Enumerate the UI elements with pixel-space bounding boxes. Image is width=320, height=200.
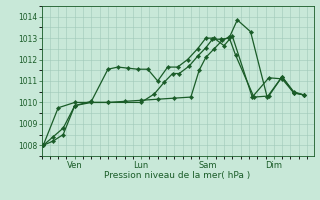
X-axis label: Pression niveau de la mer( hPa ): Pression niveau de la mer( hPa ): [104, 171, 251, 180]
